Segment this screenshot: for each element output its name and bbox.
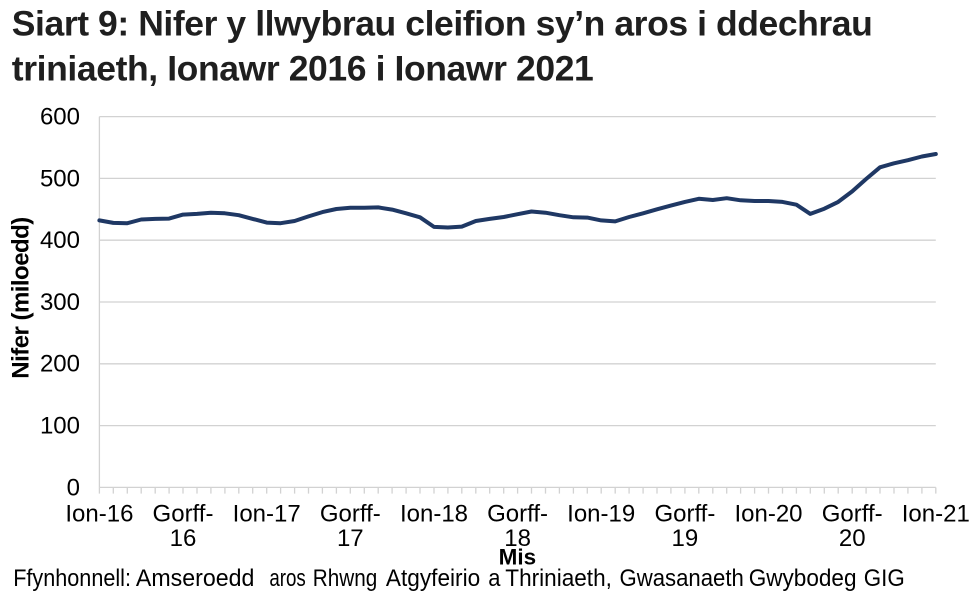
svg-text:Nifer (miloedd): Nifer (miloedd) — [8, 217, 35, 379]
svg-text:17: 17 — [337, 525, 364, 552]
svg-text:Thriniaeth,: Thriniaeth, — [505, 565, 612, 592]
svg-text:Ion-16: Ion-16 — [65, 501, 133, 528]
svg-text:triniaeth, Ionawr 2016 i Ionaw: triniaeth, Ionawr 2016 i Ionawr 2021 — [12, 48, 594, 88]
svg-text:Gorff-: Gorff- — [822, 501, 883, 528]
svg-text:Ion-19: Ion-19 — [567, 501, 635, 528]
svg-text:Ion-21: Ion-21 — [902, 501, 970, 528]
svg-text:500: 500 — [40, 165, 80, 192]
svg-text:Atgyfeirio: Atgyfeirio — [386, 565, 480, 592]
svg-text:Ion-18: Ion-18 — [400, 501, 468, 528]
svg-text:400: 400 — [40, 227, 80, 254]
svg-text:Ffynhonnell:: Ffynhonnell: — [13, 565, 131, 592]
svg-text:Rhwng: Rhwng — [313, 565, 378, 592]
svg-text:Gwybodeg: Gwybodeg — [749, 565, 857, 592]
svg-text:Gwasanaeth: Gwasanaeth — [620, 565, 744, 592]
svg-text:Mis: Mis — [499, 545, 537, 570]
svg-text:Ion-17: Ion-17 — [233, 501, 301, 528]
svg-text:aros: aros — [269, 565, 305, 592]
svg-text:Gorff-: Gorff- — [487, 501, 548, 528]
svg-text:Siart 9: Nifer y llwybrau clei: Siart 9: Nifer y llwybrau cleifion sy’n … — [12, 4, 873, 44]
svg-text:100: 100 — [40, 413, 80, 440]
svg-text:200: 200 — [40, 351, 80, 378]
svg-text:0: 0 — [67, 474, 80, 501]
svg-text:600: 600 — [40, 104, 80, 131]
svg-text:Gorff-: Gorff- — [153, 501, 214, 528]
svg-text:GIG: GIG — [864, 565, 905, 592]
svg-text:a: a — [488, 565, 501, 592]
svg-text:18: 18 — [504, 525, 531, 552]
svg-text:16: 16 — [170, 525, 197, 552]
svg-text:Ion-20: Ion-20 — [734, 501, 802, 528]
svg-text:Amseroedd: Amseroedd — [136, 565, 255, 592]
svg-text:Gorff-: Gorff- — [654, 501, 715, 528]
svg-text:300: 300 — [40, 289, 80, 316]
svg-text:Gorff-: Gorff- — [320, 501, 381, 528]
svg-text:19: 19 — [672, 525, 699, 552]
svg-text:20: 20 — [839, 525, 866, 552]
